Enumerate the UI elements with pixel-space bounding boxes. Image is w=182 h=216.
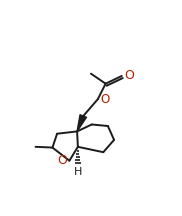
Text: O: O (100, 93, 109, 106)
Text: H: H (74, 167, 82, 177)
Polygon shape (77, 115, 86, 131)
Text: O: O (124, 70, 134, 83)
Text: O: O (58, 154, 67, 167)
